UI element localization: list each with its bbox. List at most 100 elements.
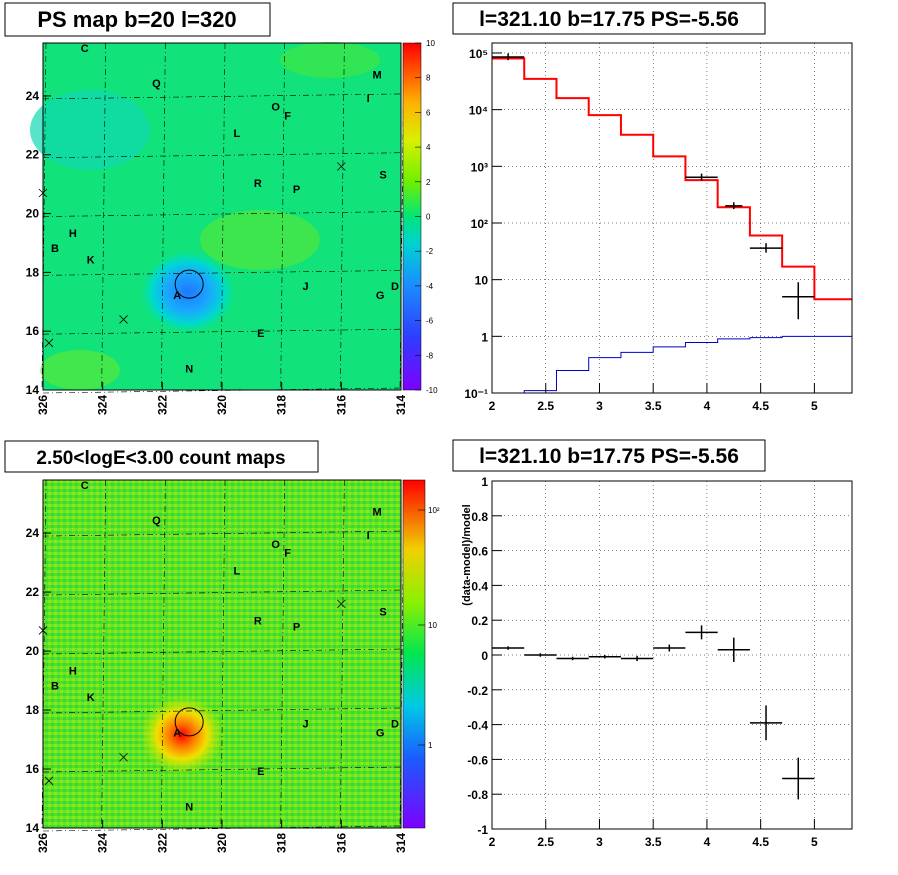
y-tick-label: 16 — [26, 762, 40, 776]
source-label: F — [284, 548, 291, 560]
grid-line-l — [161, 42, 166, 391]
tr-title: l=321.10 b=17.75 PS=-5.56 — [479, 8, 739, 31]
source-label: R — [254, 178, 262, 190]
colorbar-tick-label: 1 — [428, 741, 433, 750]
source-label: S — [379, 607, 386, 619]
source-label: H — [69, 666, 77, 678]
count-map-target-circle — [174, 707, 204, 737]
tr-title-box — [452, 2, 766, 35]
x-tick-label: 2.5 — [537, 835, 554, 849]
model-histogram-blue — [492, 335, 852, 394]
x-tick-label: 4 — [704, 835, 711, 849]
cross-marker — [44, 776, 54, 786]
ps-map-x-ticks: 326 324 322 320 318 316 314 — [36, 382, 408, 415]
source-label: M — [373, 69, 382, 81]
x-tick-label: 3 — [596, 399, 603, 413]
count-colorbar-ticks: 10² 10 1 — [418, 506, 440, 750]
colorbar-tick-label: 10 — [426, 39, 435, 48]
ps-map-warm-patch — [200, 210, 320, 270]
x-tick-label: 2.5 — [537, 399, 554, 413]
colorbar-tick-label: -4 — [426, 282, 434, 291]
residual-panel: 2 2.5 3 3.5 4 4.5 5 1 0.8 0.6 0.4 0.2 0 -0.2 -0.4 -0.6… — [452, 439, 853, 849]
x-tick-label: 3.5 — [645, 399, 662, 413]
count-map-panel: C Q MI OF L S R P HB K J DG A E N 326 324 322 320 318 316 31… — [4, 440, 440, 853]
source-label: K — [87, 692, 95, 704]
x-tick-label: 5 — [811, 399, 818, 413]
count-map-peak — [140, 695, 224, 775]
spectrum-y-ticks: 10⁻¹ 1 10 10² 10³ 10⁴ 10⁵ — [464, 47, 502, 401]
source-label: A — [173, 290, 181, 302]
ps-map-y-ticks: 14 16 18 20 22 24 — [26, 89, 51, 397]
y-tick-label: -0.4 — [467, 719, 488, 733]
y-tick-label: 10² — [471, 217, 488, 231]
source-label: R — [254, 616, 262, 628]
source-label: G — [376, 290, 385, 302]
tl-title: PS map b=20 l=320 — [37, 7, 236, 32]
y-tick-label: -1 — [477, 823, 488, 837]
source-label: C — [81, 43, 89, 55]
y-tick-label: 24 — [26, 526, 40, 540]
y-tick-label: 14 — [26, 821, 40, 835]
colorbar-tick-label: 8 — [426, 74, 431, 83]
x-tick-label: 320 — [215, 395, 229, 415]
count-colorbar — [402, 479, 426, 829]
x-tick-label: 2 — [489, 835, 496, 849]
source-label: F — [284, 110, 291, 122]
y-tick-label: 0 — [481, 649, 488, 663]
y-tick-label: -0.6 — [467, 753, 488, 767]
x-tick-label: 3.5 — [645, 835, 662, 849]
grid-line-l — [101, 479, 106, 829]
spectrum-data-points — [492, 53, 815, 320]
colorbar-tick-label: 10 — [428, 621, 437, 630]
spectrum-grid — [492, 43, 852, 393]
grid-line-l — [340, 479, 345, 829]
grid-line-l — [340, 42, 345, 391]
y-tick-label: 0.8 — [471, 510, 488, 524]
source-label: I — [367, 93, 370, 105]
source-label: L — [234, 565, 241, 577]
x-tick-label: 2 — [489, 399, 496, 413]
y-tick-label: -0.8 — [467, 788, 488, 802]
y-tick-label: 10⁵ — [469, 47, 488, 61]
spectrum-panel: 2 2.5 3 3.5 4 4.5 5 10⁻¹ 1 10 10² 10³ 10⁴ 10⁵ l=321.… — [452, 2, 853, 413]
ps-map-dip — [140, 250, 236, 334]
source-label: J — [302, 281, 308, 293]
source-label: N — [185, 801, 193, 813]
source-label: Q — [152, 78, 161, 90]
x-tick-label: 320 — [215, 833, 229, 853]
y-tick-label: 20 — [26, 644, 40, 658]
y-tick-label: 0.6 — [471, 545, 488, 559]
y-tick-label: 22 — [26, 585, 40, 599]
bl-title-box — [4, 440, 319, 473]
y-tick-label: 10³ — [471, 160, 488, 174]
x-tick-label: 4 — [704, 399, 711, 413]
x-tick-label: 4.5 — [752, 399, 769, 413]
x-tick-label: 318 — [275, 833, 289, 853]
source-label: O — [271, 102, 280, 114]
x-tick-label: 4.5 — [752, 835, 769, 849]
colorbar-tick-label: -2 — [426, 247, 434, 256]
source-label: B — [51, 243, 59, 255]
colorbar-tick-label: -10 — [426, 386, 438, 395]
source-label: E — [257, 328, 264, 340]
ps-map-lowband — [30, 90, 150, 170]
source-label: P — [293, 621, 300, 633]
count-map-y-ticks: 14 16 18 20 22 24 — [26, 526, 51, 835]
source-label: C — [81, 480, 89, 492]
source-label: J — [302, 719, 308, 731]
colorbar-tick-label: -6 — [426, 317, 434, 326]
count-map-field — [43, 480, 401, 828]
x-tick-label: 318 — [275, 395, 289, 415]
count-map-x-ticks: 326 324 322 320 318 316 314 — [36, 820, 408, 853]
source-label: P — [293, 184, 300, 196]
grid-line-l — [280, 42, 285, 391]
source-label: E — [257, 766, 264, 778]
x-tick-label: 5 — [811, 835, 818, 849]
source-label: I — [367, 530, 370, 542]
colorbar-tick-label: -8 — [426, 351, 434, 360]
ps-map-warm-patch-3 — [280, 42, 380, 78]
residual-x-ticks: 2 2.5 3 3.5 4 4.5 5 — [489, 819, 818, 849]
source-label: Q — [152, 515, 161, 527]
colorbar-tick-label: 4 — [426, 143, 431, 152]
